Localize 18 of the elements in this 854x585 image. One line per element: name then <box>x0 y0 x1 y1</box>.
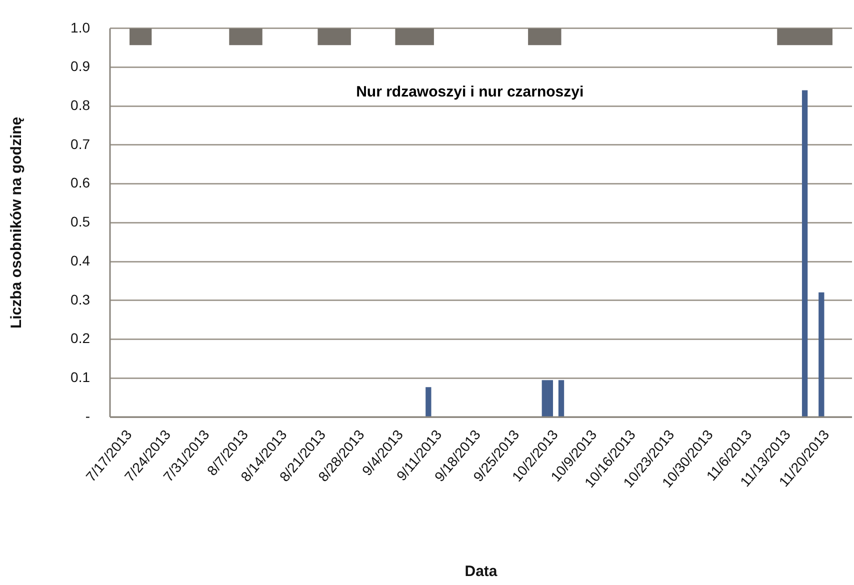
y-tick-label: 0.5 <box>70 214 90 230</box>
y-tick-label: 0.1 <box>70 369 90 385</box>
y-tick-label: - <box>85 408 90 424</box>
x-axis-title: Data <box>464 563 498 580</box>
bar <box>818 292 824 417</box>
y-tick-label: 0.4 <box>70 252 90 268</box>
y-tick-label: 0.6 <box>70 174 90 191</box>
y-tick-label: 1.0 <box>70 19 90 36</box>
bar <box>426 387 432 417</box>
y-tick-label: 0.2 <box>70 330 90 346</box>
y-axis-title: Liczba osobników na godzinę <box>8 116 26 329</box>
bar <box>558 380 564 417</box>
y-tick-label: 0.8 <box>70 96 90 113</box>
y-tick-label: 0.9 <box>70 58 90 74</box>
y-tick-label: 0.7 <box>70 136 90 152</box>
y-tick-label: 0.3 <box>70 291 90 308</box>
bar <box>802 90 808 417</box>
text: Nur rdzawoszyi i nur czarnoszyi <box>356 84 584 101</box>
